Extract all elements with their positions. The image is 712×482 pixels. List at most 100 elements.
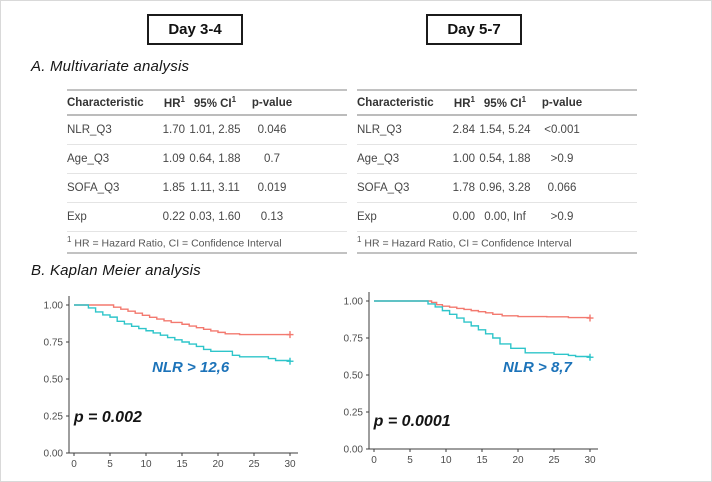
censor-marker-series-red [586, 314, 594, 322]
table-cell-characteristic: SOFA_Q3 [67, 173, 153, 203]
censor-marker-series-cyan [586, 353, 594, 361]
table-cell-ci: 1.01, 2.85 [185, 115, 245, 145]
table-row: NLR_Q3 1.70 1.01, 2.85 0.046 [67, 115, 347, 145]
table-row: Age_Q3 1.00 0.54, 1.88 >0.9 [357, 144, 637, 174]
table-cell-p: 0.019 [245, 173, 299, 203]
column-header-p-value: p-value [245, 89, 299, 116]
x-tick-label: 25 [548, 455, 560, 466]
table-footnote-row: 1 HR = Hazard Ratio, CI = Confidence Int… [67, 231, 347, 254]
table-cell-characteristic: Exp [67, 202, 153, 232]
censor-marker-series-cyan [286, 357, 294, 365]
table-cell-p: >0.9 [535, 202, 589, 232]
table-row: Exp 0.22 0.03, 1.60 0.13 [67, 202, 347, 232]
table-cell-characteristic: Exp [357, 202, 443, 232]
censor-marker-series-red [286, 331, 294, 339]
x-tick-label: 10 [440, 455, 452, 466]
table-row: Age_Q3 1.09 0.64, 1.88 0.7 [67, 144, 347, 174]
table-header-row: Characteristic HR1 95% CI1 p-value [357, 89, 637, 116]
column-header-characteristic: Characteristic [67, 89, 153, 116]
column-header-p-value: p-value [535, 89, 589, 116]
table-cell-characteristic: NLR_Q3 [357, 115, 443, 145]
y-tick-label: 0.00 [44, 449, 64, 460]
spacer-cell [299, 89, 347, 116]
table-cell-p: <0.001 [535, 115, 589, 145]
spacer-cell [589, 144, 637, 174]
table-cell-p: 0.13 [245, 202, 299, 232]
y-tick-label: 0.00 [344, 445, 364, 456]
section-b-title: B. Kaplan Meier analysis [31, 262, 201, 279]
x-tick-label: 0 [371, 455, 377, 466]
section-a-title: A. Multivariate analysis [31, 58, 190, 75]
table-cell-p: 0.7 [245, 144, 299, 174]
table-cell-p: 0.066 [535, 173, 589, 203]
table-cell-ci: 1.54, 5.24 [475, 115, 535, 145]
multivariate-table-day-3-4: Characteristic HR1 95% CI1 p-value NLR_Q3 1.7… [67, 89, 347, 254]
table-cell-ci: 1.11, 3.11 [185, 173, 245, 203]
table-cell-ci: 0.96, 3.28 [475, 173, 535, 203]
table-footnote: 1 HR = Hazard Ratio, CI = Confidence Int… [67, 231, 347, 254]
table-row: SOFA_Q3 1.85 1.11, 3.11 0.019 [67, 173, 347, 203]
table-cell-characteristic: NLR_Q3 [67, 115, 153, 145]
panel-header-day-5-7: Day 5-7 [426, 14, 522, 45]
column-header-hr: HR1 [443, 89, 475, 116]
column-header-95-ci: 95% CI1 [185, 89, 245, 116]
x-tick-label: 20 [212, 459, 224, 470]
nlr-threshold-annotation: NLR > 12,6 [152, 359, 230, 376]
table-cell-characteristic: SOFA_Q3 [357, 173, 443, 203]
y-tick-label: 0.75 [44, 338, 64, 349]
table-cell-ci: 0.54, 1.88 [475, 144, 535, 174]
survival-curve-series-cyan [374, 300, 591, 358]
x-tick-label: 15 [176, 459, 188, 470]
x-tick-label: 0 [71, 459, 77, 470]
column-header-95-ci: 95% CI1 [475, 89, 535, 116]
spacer-cell [589, 173, 637, 203]
spacer-cell [299, 173, 347, 203]
x-tick-label: 10 [140, 459, 152, 470]
table-cell-hr: 1.00 [443, 144, 475, 174]
x-tick-label: 5 [107, 459, 113, 470]
table-cell-hr: 1.70 [153, 115, 185, 145]
table-cell-p: 0.046 [245, 115, 299, 145]
y-tick-label: 0.25 [44, 412, 64, 423]
x-tick-label: 5 [407, 455, 413, 466]
table-cell-characteristic: Age_Q3 [357, 144, 443, 174]
spacer-cell [589, 115, 637, 145]
survival-curve-series-cyan [74, 304, 291, 362]
table-cell-ci: 0.00, Inf [475, 202, 535, 232]
table-cell-hr: 2.84 [443, 115, 475, 145]
y-tick-label: 0.75 [344, 334, 364, 345]
table-footnote-row: 1 HR = Hazard Ratio, CI = Confidence Int… [357, 231, 637, 254]
spacer-cell [299, 202, 347, 232]
spacer-cell [299, 144, 347, 174]
y-tick-label: 0.50 [344, 371, 364, 382]
panel-header-label: Day 3-4 [168, 21, 222, 38]
p-value-annotation: p = 0.002 [73, 409, 142, 426]
nlr-threshold-annotation: NLR > 8,7 [503, 359, 572, 376]
table-row: SOFA_Q3 1.78 0.96, 3.28 0.066 [357, 173, 637, 203]
x-tick-label: 30 [284, 459, 296, 470]
table-cell-hr: 0.22 [153, 202, 185, 232]
table-cell-ci: 0.64, 1.88 [185, 144, 245, 174]
p-value-annotation: p = 0.0001 [373, 413, 451, 430]
table-cell-p: >0.9 [535, 144, 589, 174]
km-plot-day-5-7: 1.00 0.75 0.50 0.25 0.00 0 5 10 15 20 25 30 NLR > 8,… [344, 292, 598, 466]
y-tick-label: 0.50 [44, 375, 64, 386]
table-row: NLR_Q3 2.84 1.54, 5.24 <0.001 [357, 115, 637, 145]
table-cell-hr: 1.85 [153, 173, 185, 203]
x-tick-label: 25 [248, 459, 260, 470]
spacer-cell [299, 115, 347, 145]
x-tick-label: 15 [476, 455, 488, 466]
x-tick-label: 20 [512, 455, 524, 466]
table-footnote: 1 HR = Hazard Ratio, CI = Confidence Int… [357, 231, 637, 254]
survival-curve-series-red [74, 304, 290, 336]
multivariate-table-day-5-7: Characteristic HR1 95% CI1 p-value NLR_Q3 2.8… [357, 89, 637, 254]
table-cell-hr: 1.78 [443, 173, 475, 203]
table-row: Exp 0.00 0.00, Inf >0.9 [357, 202, 637, 232]
spacer-cell [589, 202, 637, 232]
y-tick-label: 1.00 [44, 301, 64, 312]
table-header-row: Characteristic HR1 95% CI1 p-value [67, 89, 347, 116]
column-header-hr: HR1 [153, 89, 185, 116]
table-cell-hr: 0.00 [443, 202, 475, 232]
panel-header-label: Day 5-7 [447, 21, 501, 38]
